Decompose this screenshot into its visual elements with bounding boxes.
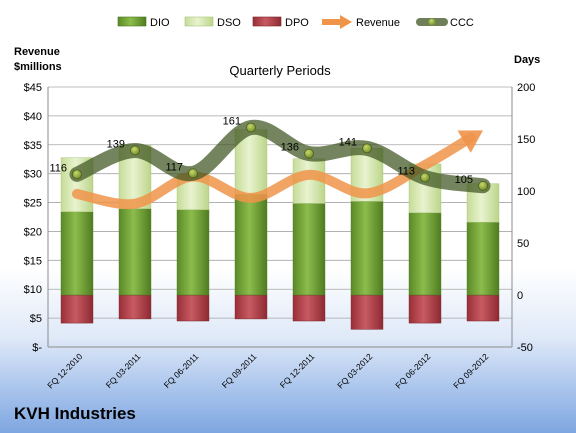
bar-dpo [176,294,210,322]
legend: DIO DSO DPO Revenue CCC [117,15,474,29]
category-label: FQ 09-2011 [220,351,259,390]
left-tick-label: $15 [24,255,42,267]
gridlines [47,86,513,348]
bar-dpo [408,294,442,324]
legend-label: DPO [285,17,309,29]
bar-dio [466,221,500,296]
left-tick-label: $10 [24,284,42,296]
legend-swatch [428,18,436,26]
ccc-data-label: 105 [455,174,473,186]
right-tick-label: 100 [517,186,535,198]
bar-dio [350,201,384,296]
category-label: FQ 12-2010 [45,351,84,390]
right-tick-label: -50 [517,342,533,354]
right-axis-title: Days [514,54,540,66]
ccc-point [246,122,256,133]
left-tick-label: $25 [24,198,42,210]
chart-title: Quarterly Periods [229,63,331,78]
ccc-point [420,172,430,183]
ccc-data-label: 116 [49,162,67,174]
ccc-data-label: 117 [165,161,183,173]
bar-dio [408,212,442,296]
category-label: FQ 12-2011 [278,351,317,390]
bar-dio [234,193,268,296]
bar-dpo [350,294,384,330]
ccc-point [188,168,198,179]
right-tick-label: 200 [517,82,535,94]
category-label: FQ 03-2012 [335,351,374,390]
ccc-data-label: 139 [107,138,125,150]
ccc-data-label: 113 [397,165,415,177]
ccc-data-label: 136 [281,142,299,154]
bar-dio [118,208,152,296]
ccc-point [130,145,140,156]
bar-dpo [60,294,94,324]
legend-label: CCC [450,17,474,29]
legend-swatch [117,16,147,27]
lines: 116 139 117 161 136 141 113 105 [49,116,491,210]
left-tick-label: $30 [24,169,42,181]
left-tick-label: $- [32,342,42,354]
ccc-data-label: 141 [339,136,357,148]
left-axis-title: Revenue [14,46,60,58]
bar-dio [292,203,326,296]
ticks: $- $5 $10 $15 $20 $25 $30 $35 $40 $45 -50 0 50 100 150… [24,82,536,390]
bar-dio [60,211,94,296]
left-tick-label: $35 [24,140,42,152]
legend-label: DIO [150,17,170,29]
category-label: FQ 03-2011 [104,351,143,390]
bar-dio [176,209,210,296]
axis-labels: Revenue $millions Days Quarterly Periods [14,46,540,78]
ccc-point [478,180,488,191]
right-tick-label: 150 [517,134,535,146]
category-label: FQ 06-2012 [393,351,432,390]
bar-dpo [292,294,326,322]
legend-swatch [184,16,214,27]
legend-swatch [252,16,282,27]
ccc-point [72,169,82,180]
legend-label: Revenue [356,17,400,29]
revenue-arrowhead [457,130,483,153]
category-label: FQ 09-2012 [451,351,490,390]
left-tick-label: $40 [24,111,42,123]
bar-dpo [234,294,268,320]
right-tick-label: 50 [517,238,529,250]
company-name: KVH Industries [14,404,136,423]
left-axis-title: $millions [14,61,62,73]
left-tick-label: $5 [30,313,42,325]
ccc-data-label: 161 [223,116,241,128]
ccc-point [304,148,314,159]
legend-swatch [340,15,352,29]
legend-label: DSO [217,17,241,29]
left-tick-label: $20 [24,226,42,238]
bar-dpo [118,294,152,320]
ccc-point [362,143,372,154]
left-tick-label: $45 [24,82,42,94]
category-label: FQ 06-2011 [162,351,201,390]
bar-dpo [466,294,500,322]
right-tick-label: 0 [517,290,523,302]
